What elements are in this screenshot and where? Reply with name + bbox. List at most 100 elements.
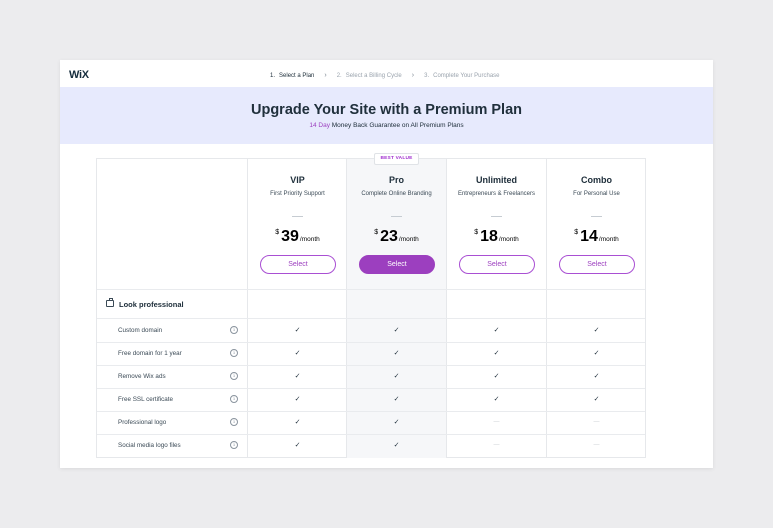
currency-symbol: $ xyxy=(374,229,379,236)
select-vip-button[interactable]: Select xyxy=(260,255,336,274)
step-select-plan[interactable]: 1. Select a Plan xyxy=(270,73,314,79)
feature-check: ✓ xyxy=(593,396,600,403)
row-divider xyxy=(97,434,645,435)
row-divider xyxy=(97,318,645,319)
plan-name: Pro xyxy=(388,175,404,185)
price-amount: 18 xyxy=(480,228,498,245)
feature-check: ✓ xyxy=(294,419,301,426)
plan-price: $ 23 /month xyxy=(347,228,446,246)
info-icon[interactable]: i xyxy=(230,418,238,426)
feature-check: ✓ xyxy=(493,327,500,334)
plan-price: $ 39 /month xyxy=(248,228,347,246)
feature-label: Social media logo files xyxy=(118,442,181,449)
chevron-right-icon: › xyxy=(411,72,415,79)
feature-unavailable: — xyxy=(593,442,600,448)
step-number: 2. xyxy=(336,72,342,79)
plan-price: $ 18 /month xyxy=(447,228,546,246)
select-unlimited-button[interactable]: Select xyxy=(459,255,535,274)
feature-label: Custom domain xyxy=(118,327,163,334)
plan-combo: Combo For Personal Use $ 14 /month Selec… xyxy=(547,159,646,289)
feature-unavailable: — xyxy=(493,442,500,448)
feature-row-free-domain: Free domain for 1 year i ✓ ✓ ✓ ✓ xyxy=(97,342,645,365)
price-amount: 23 xyxy=(380,228,398,245)
feature-check: ✓ xyxy=(294,327,301,334)
currency-symbol: $ xyxy=(574,229,579,236)
column-divider xyxy=(546,159,547,458)
price-amount: 39 xyxy=(281,228,299,245)
info-icon[interactable]: i xyxy=(230,441,238,449)
step-label: Select a Billing Cycle xyxy=(345,72,402,79)
divider xyxy=(292,216,303,217)
wix-logo[interactable]: WiX xyxy=(69,69,89,81)
feature-check: ✓ xyxy=(393,350,400,357)
price-period: /month xyxy=(598,236,619,243)
plan-description: Complete Online Branding xyxy=(361,191,432,197)
divider xyxy=(491,216,502,217)
feature-check: ✓ xyxy=(393,442,400,449)
feature-unavailable: — xyxy=(593,419,600,425)
plans-comparison-table: VIP First Priority Support $ 39 /month S… xyxy=(96,153,646,458)
feature-check: ✓ xyxy=(294,396,301,403)
plan-name: Combo xyxy=(581,175,612,185)
feature-check: ✓ xyxy=(593,327,600,334)
feature-check: ✓ xyxy=(393,373,400,380)
currency-symbol: $ xyxy=(474,229,479,236)
info-icon[interactable]: i xyxy=(230,326,238,334)
feature-check: ✓ xyxy=(393,327,400,334)
feature-label: Free SSL certificate xyxy=(118,396,174,403)
guarantee-subtitle: Money Back Guarantee on All Premium Plan… xyxy=(331,122,464,129)
feature-check: ✓ xyxy=(393,396,400,403)
feature-row-professional-logo: Professional logo i ✓ ✓ — — xyxy=(97,411,645,434)
page-title: Upgrade Your Site with a Premium Plan xyxy=(251,102,522,118)
guarantee-highlight: 14 Day xyxy=(309,122,330,129)
step-complete-purchase[interactable]: 3. Complete Your Purchase xyxy=(424,73,499,79)
column-divider xyxy=(247,159,248,458)
plan-description: Entrepreneurs & Freelancers xyxy=(457,191,536,197)
feature-row-ssl: Free SSL certificate i ✓ ✓ ✓ ✓ xyxy=(97,388,645,411)
checkout-steps: 1. Select a Plan › 2. Select a Billing C… xyxy=(270,72,500,79)
guarantee-text: 14 Day Money Back Guarantee on All Premi… xyxy=(60,122,713,129)
plan-vip: VIP First Priority Support $ 39 /month S… xyxy=(248,159,347,289)
info-icon[interactable]: i xyxy=(230,372,238,380)
feature-check: ✓ xyxy=(294,442,301,449)
row-divider xyxy=(97,411,645,412)
price-period: /month xyxy=(398,236,419,243)
feature-check: ✓ xyxy=(593,373,600,380)
price-period: /month xyxy=(498,236,519,243)
plan-name: Unlimited xyxy=(475,175,517,185)
feature-row-remove-ads: Remove Wix ads i ✓ ✓ ✓ ✓ xyxy=(97,365,645,388)
select-combo-button[interactable]: Select xyxy=(559,255,635,274)
best-value-badge: BEST VALUE xyxy=(374,153,419,165)
row-divider xyxy=(97,289,645,290)
chevron-right-icon: › xyxy=(324,72,327,79)
divider xyxy=(591,216,602,217)
feature-label: Professional logo xyxy=(118,419,167,426)
plan-pro: BEST VALUE Pro Complete Online Branding … xyxy=(347,153,446,289)
plan-description: First Priority Support xyxy=(270,191,325,197)
feature-check: ✓ xyxy=(593,350,600,357)
row-divider xyxy=(97,365,645,366)
step-label: Complete Your Purchase xyxy=(433,72,500,79)
step-billing-cycle[interactable]: 2. Select a Billing Cycle xyxy=(337,73,402,79)
step-label: Select a Plan xyxy=(279,72,315,79)
info-icon[interactable]: i xyxy=(230,395,238,403)
plan-description: For Personal Use xyxy=(573,191,620,197)
divider xyxy=(391,216,402,217)
top-bar: WiX 1. Select a Plan › 2. Select a Billi… xyxy=(60,60,713,87)
plan-name: VIP xyxy=(290,175,305,185)
currency-symbol: $ xyxy=(275,229,280,236)
price-amount: 14 xyxy=(580,228,598,245)
briefcase-icon xyxy=(106,298,114,307)
info-icon[interactable]: i xyxy=(230,349,238,357)
column-divider xyxy=(346,159,347,458)
feature-check: ✓ xyxy=(493,396,500,403)
feature-unavailable: — xyxy=(493,419,500,425)
feature-label: Free domain for 1 year xyxy=(118,350,182,357)
row-divider xyxy=(97,388,645,389)
highlighted-plan-column xyxy=(347,159,446,458)
plan-price: $ 14 /month xyxy=(547,228,646,246)
feature-row-custom-domain: Custom domain i ✓ ✓ ✓ ✓ xyxy=(97,319,645,342)
select-pro-button[interactable]: Select xyxy=(359,255,435,274)
price-period: /month xyxy=(299,236,320,243)
section-look-professional: Look professional xyxy=(97,290,645,319)
